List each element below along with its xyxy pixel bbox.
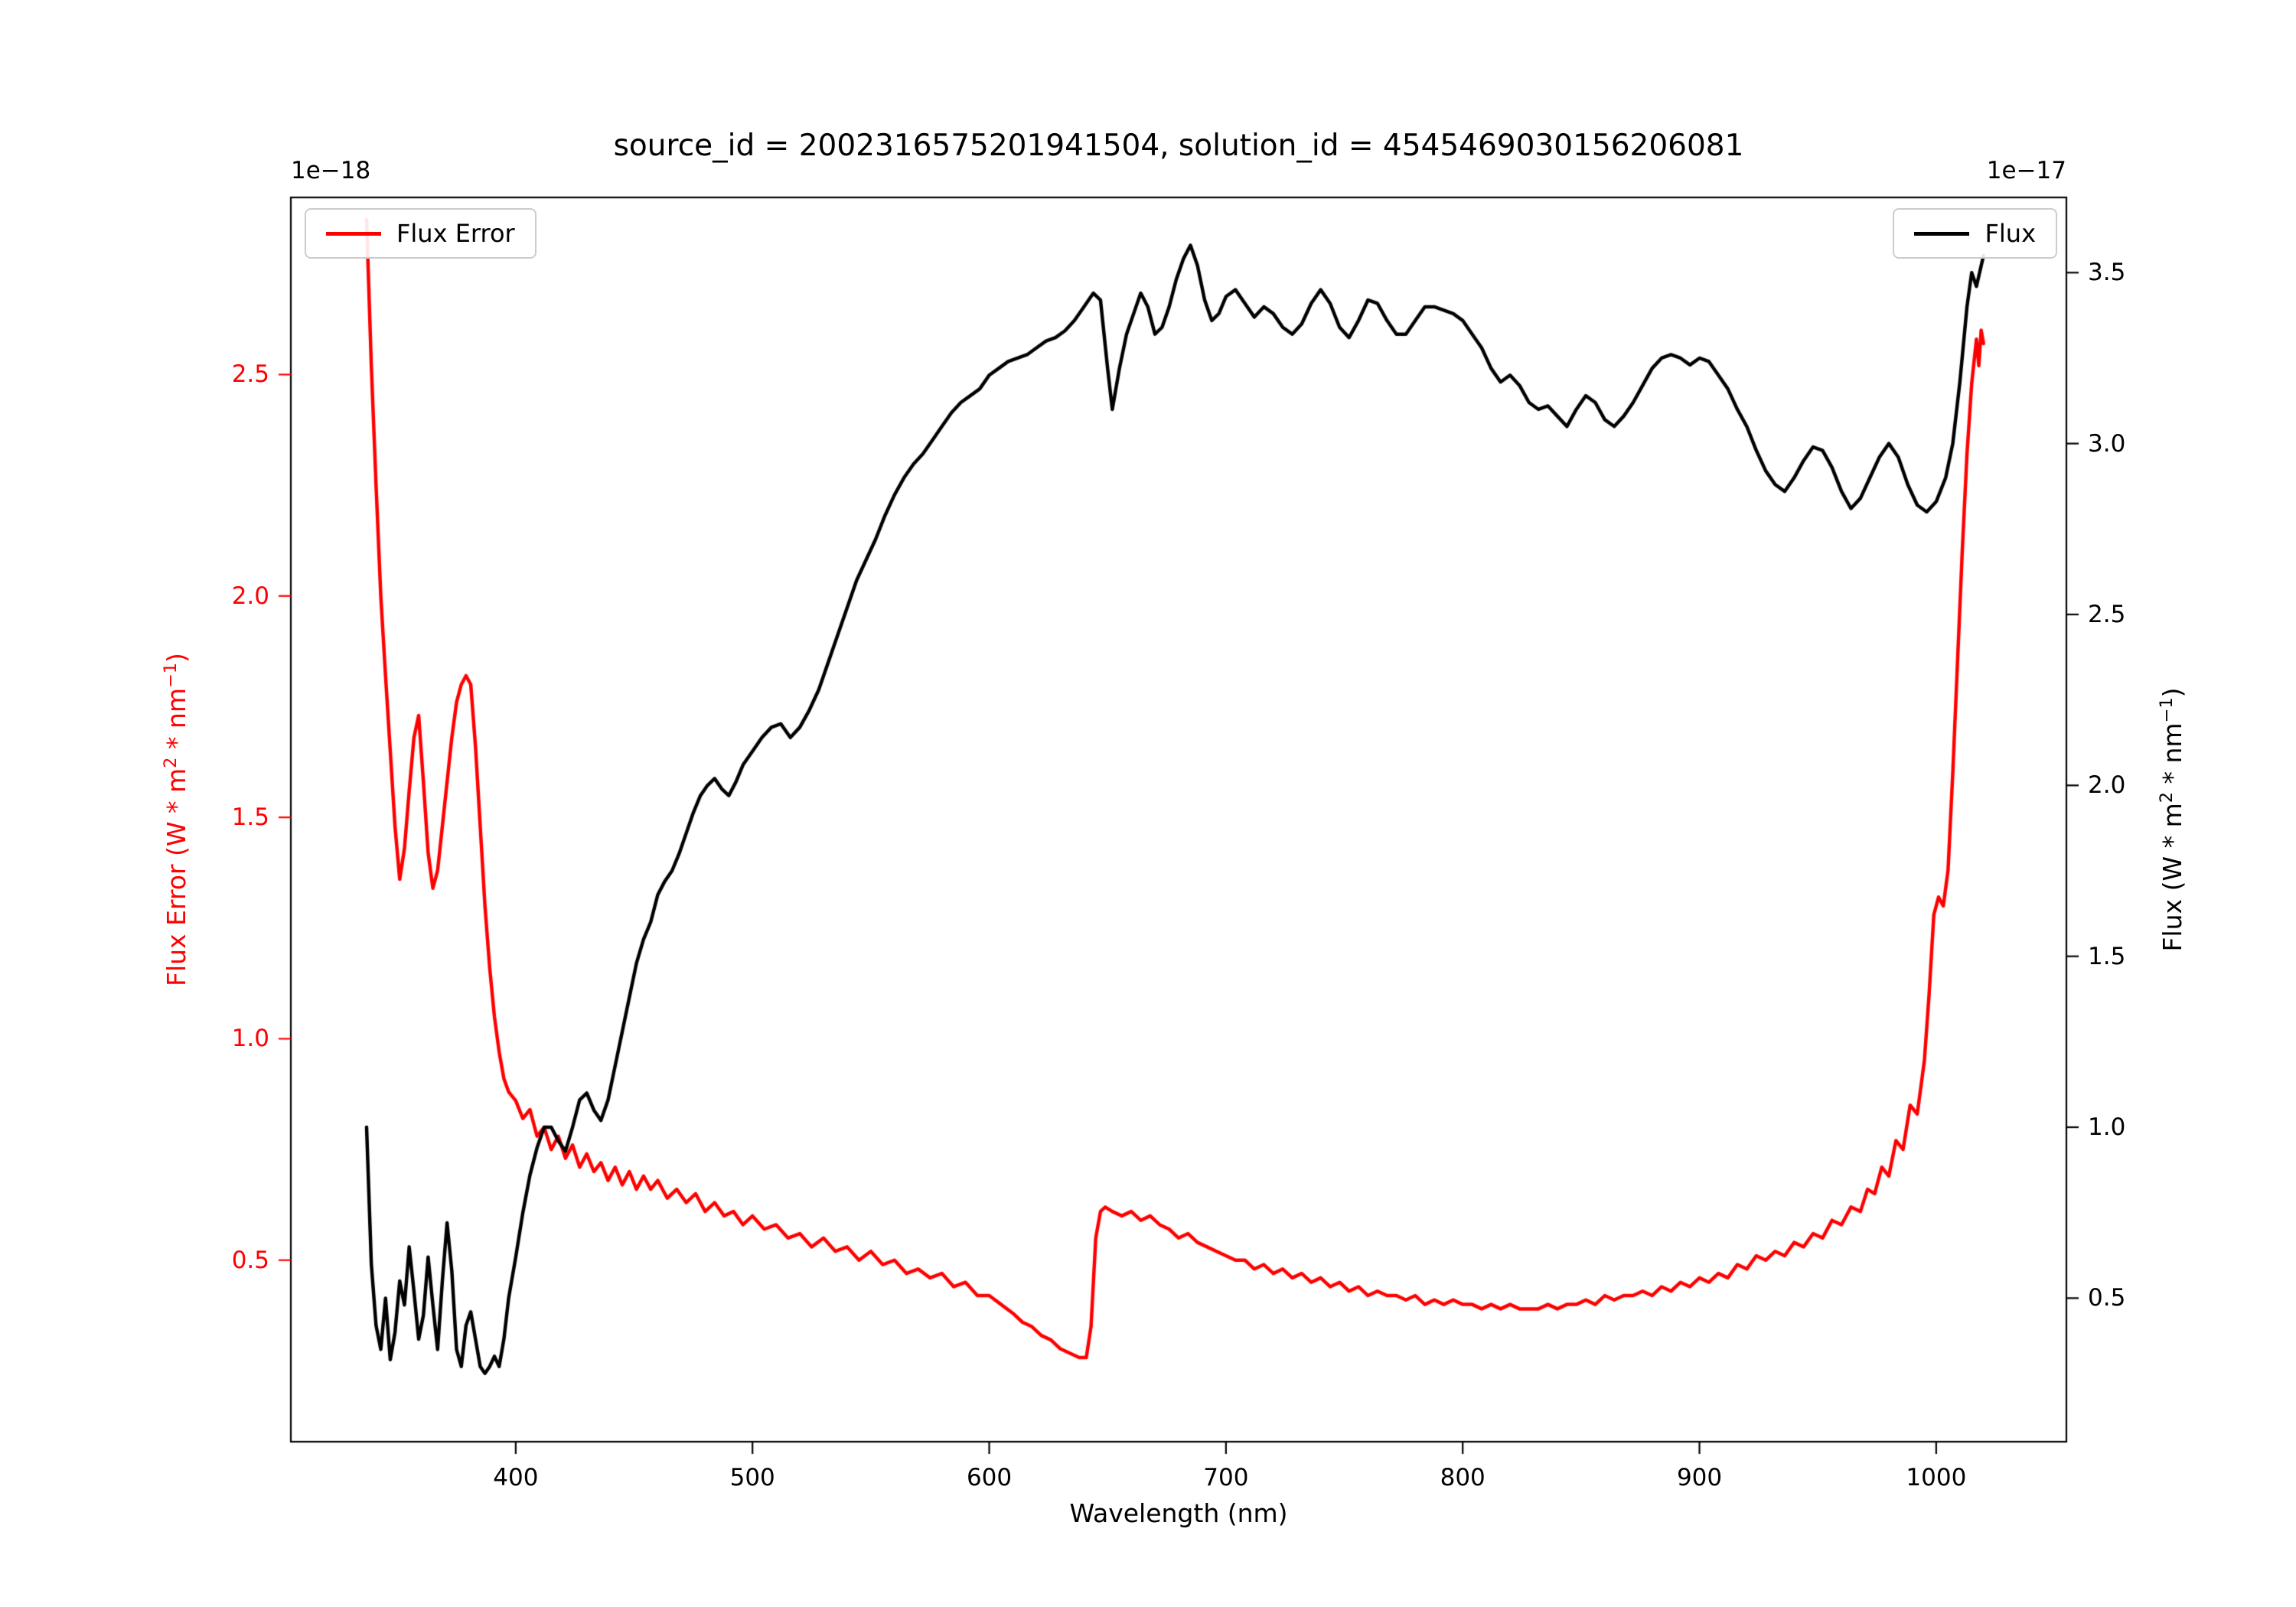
right-y-tick-label: 3.5 bbox=[2088, 259, 2126, 287]
flux-line-swatch bbox=[1914, 231, 1970, 236]
x-tick-label: 800 bbox=[1440, 1464, 1486, 1491]
right-axis-label: Flux (W * m2 * nm−1) bbox=[2157, 688, 2187, 952]
x-tick-label: 900 bbox=[1676, 1464, 1723, 1491]
label-superscript: 2 bbox=[161, 757, 181, 768]
x-tick-label: 500 bbox=[729, 1464, 775, 1491]
label-superscript: −1 bbox=[2157, 697, 2177, 723]
right-y-tick-label: 1.0 bbox=[2088, 1113, 2126, 1142]
x-tick-label: 400 bbox=[493, 1464, 539, 1491]
label-fragment: * nm bbox=[161, 687, 191, 758]
x-tick-label: 700 bbox=[1203, 1464, 1249, 1491]
left-y-tick-label: 0.5 bbox=[231, 1246, 269, 1274]
label-fragment: Flux Error (W * m bbox=[161, 768, 191, 986]
x-tick-label: 1000 bbox=[1906, 1464, 1967, 1491]
left-y-tick-label: 2.0 bbox=[231, 582, 269, 610]
chart-title: source_id = 2002316575201941504, solutio… bbox=[613, 129, 1744, 163]
right-y-tick-label: 0.5 bbox=[2088, 1284, 2126, 1312]
left-y-tick-label: 1.5 bbox=[231, 804, 269, 832]
left-axis-offset-label: 1e−18 bbox=[291, 157, 371, 184]
label-superscript: −1 bbox=[161, 662, 181, 688]
left-y-tick-label: 2.5 bbox=[231, 360, 269, 389]
x-axis-label: Wavelength (nm) bbox=[1069, 1498, 1288, 1528]
x-tick-label: 600 bbox=[966, 1464, 1013, 1491]
legend-label-flux-error: Flux Error bbox=[396, 219, 515, 248]
flux-error-line-swatch bbox=[326, 231, 381, 236]
legend-label-flux: Flux bbox=[1985, 219, 2036, 248]
right-y-tick-label: 2.5 bbox=[2088, 600, 2126, 628]
label-fragment: Flux (W * m bbox=[2157, 803, 2187, 952]
right-y-tick-label: 2.0 bbox=[2088, 771, 2126, 800]
label-fragment: ) bbox=[2157, 687, 2187, 698]
left-y-tick-label: 1.0 bbox=[231, 1025, 269, 1053]
legend-flux: Flux bbox=[1893, 208, 2057, 259]
right-axis-offset-label: 1e−17 bbox=[1986, 157, 2066, 184]
right-y-tick-label: 1.5 bbox=[2088, 942, 2126, 970]
label-fragment: ) bbox=[161, 653, 191, 663]
legend-flux-error: Flux Error bbox=[305, 208, 536, 259]
right-y-tick-label: 3.0 bbox=[2088, 429, 2126, 458]
